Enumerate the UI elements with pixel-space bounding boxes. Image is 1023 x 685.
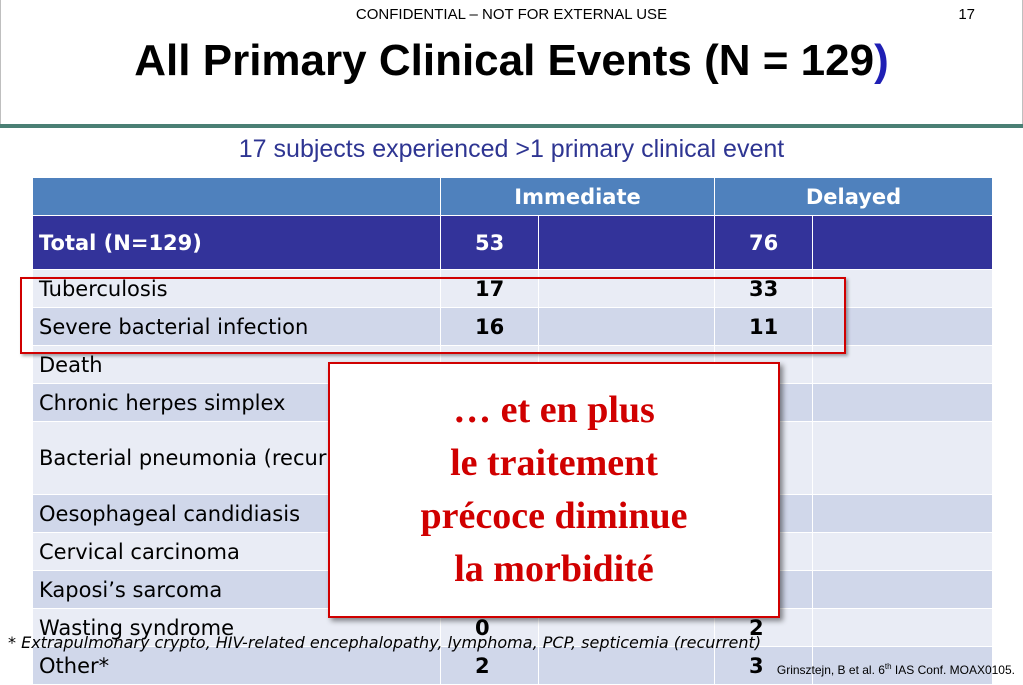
row-blank <box>812 608 994 647</box>
citation-prefix: Grinsztejn, B et al. 6 <box>776 663 885 677</box>
total-immediate: 53 <box>440 215 539 270</box>
table-row: Severe bacterial infection 16 11 <box>32 307 994 346</box>
row-immediate: 16 <box>440 307 539 346</box>
header-immediate: Immediate <box>439 177 716 216</box>
row-blank <box>812 646 994 685</box>
callout-line-3: précoce diminue <box>420 495 688 537</box>
row-blank <box>812 307 994 346</box>
footnote: * Extrapulmonary crypto, HIV-related enc… <box>8 633 762 652</box>
page-number: 17 <box>958 6 975 23</box>
highlight-box <box>20 277 846 354</box>
title-text: All Primary Clinical Events (N = 129 <box>134 36 875 85</box>
callout-text: … et en plus le traitement précoce dimin… <box>420 384 687 596</box>
row-blank <box>812 494 994 533</box>
citation-suffix: IAS Conf. MOAX0105. <box>891 663 1015 677</box>
row-blank <box>537 269 716 308</box>
row-blank <box>812 383 994 422</box>
callout-box: … et en plus le traitement précoce dimin… <box>328 362 780 618</box>
header-delayed: Delayed <box>714 177 994 216</box>
total-blank-1 <box>537 215 716 270</box>
row-delayed: 11 <box>714 307 814 346</box>
header-blank-cell <box>32 177 441 216</box>
row-label: Severe bacterial infection <box>32 307 441 346</box>
row-immediate: 2 <box>440 646 539 685</box>
total-row: Total (N=129) 53 76 <box>32 215 994 270</box>
row-blank <box>812 570 994 609</box>
row-blank <box>812 421 994 495</box>
row-blank <box>812 269 994 308</box>
total-label: Total (N=129) <box>32 215 441 270</box>
table-row: Other* 2 3 <box>32 646 994 685</box>
confidential-label: CONFIDENTIAL – NOT FOR EXTERNAL USE <box>355 6 668 23</box>
total-delayed: 76 <box>714 215 814 270</box>
callout-line-1: … et en plus <box>453 389 655 431</box>
table-row: Tuberculosis 17 33 <box>32 269 994 308</box>
header-divider <box>0 124 1023 128</box>
row-immediate: 17 <box>440 269 539 308</box>
table-header-row: Immediate Delayed <box>32 177 994 216</box>
total-blank-2 <box>812 215 994 270</box>
citation-sup: th <box>884 662 892 671</box>
row-blank <box>537 646 716 685</box>
callout-line-4: la morbidité <box>454 548 654 590</box>
row-blank <box>812 532 994 571</box>
slide-subtitle: 17 subjects experienced >1 primary clini… <box>238 135 785 163</box>
slide-header <box>0 0 1023 125</box>
row-delayed: 3 <box>714 646 814 685</box>
row-label: Other* <box>32 646 441 685</box>
title-paren: ) <box>874 36 889 85</box>
slide-title: All Primary Clinical Events (N = 129) <box>0 36 1023 86</box>
citation: Grinsztejn, B et al. 6th IAS Conf. MOAX0… <box>777 662 1015 677</box>
callout-line-2: le traitement <box>450 442 658 484</box>
row-label: Tuberculosis <box>32 269 441 308</box>
